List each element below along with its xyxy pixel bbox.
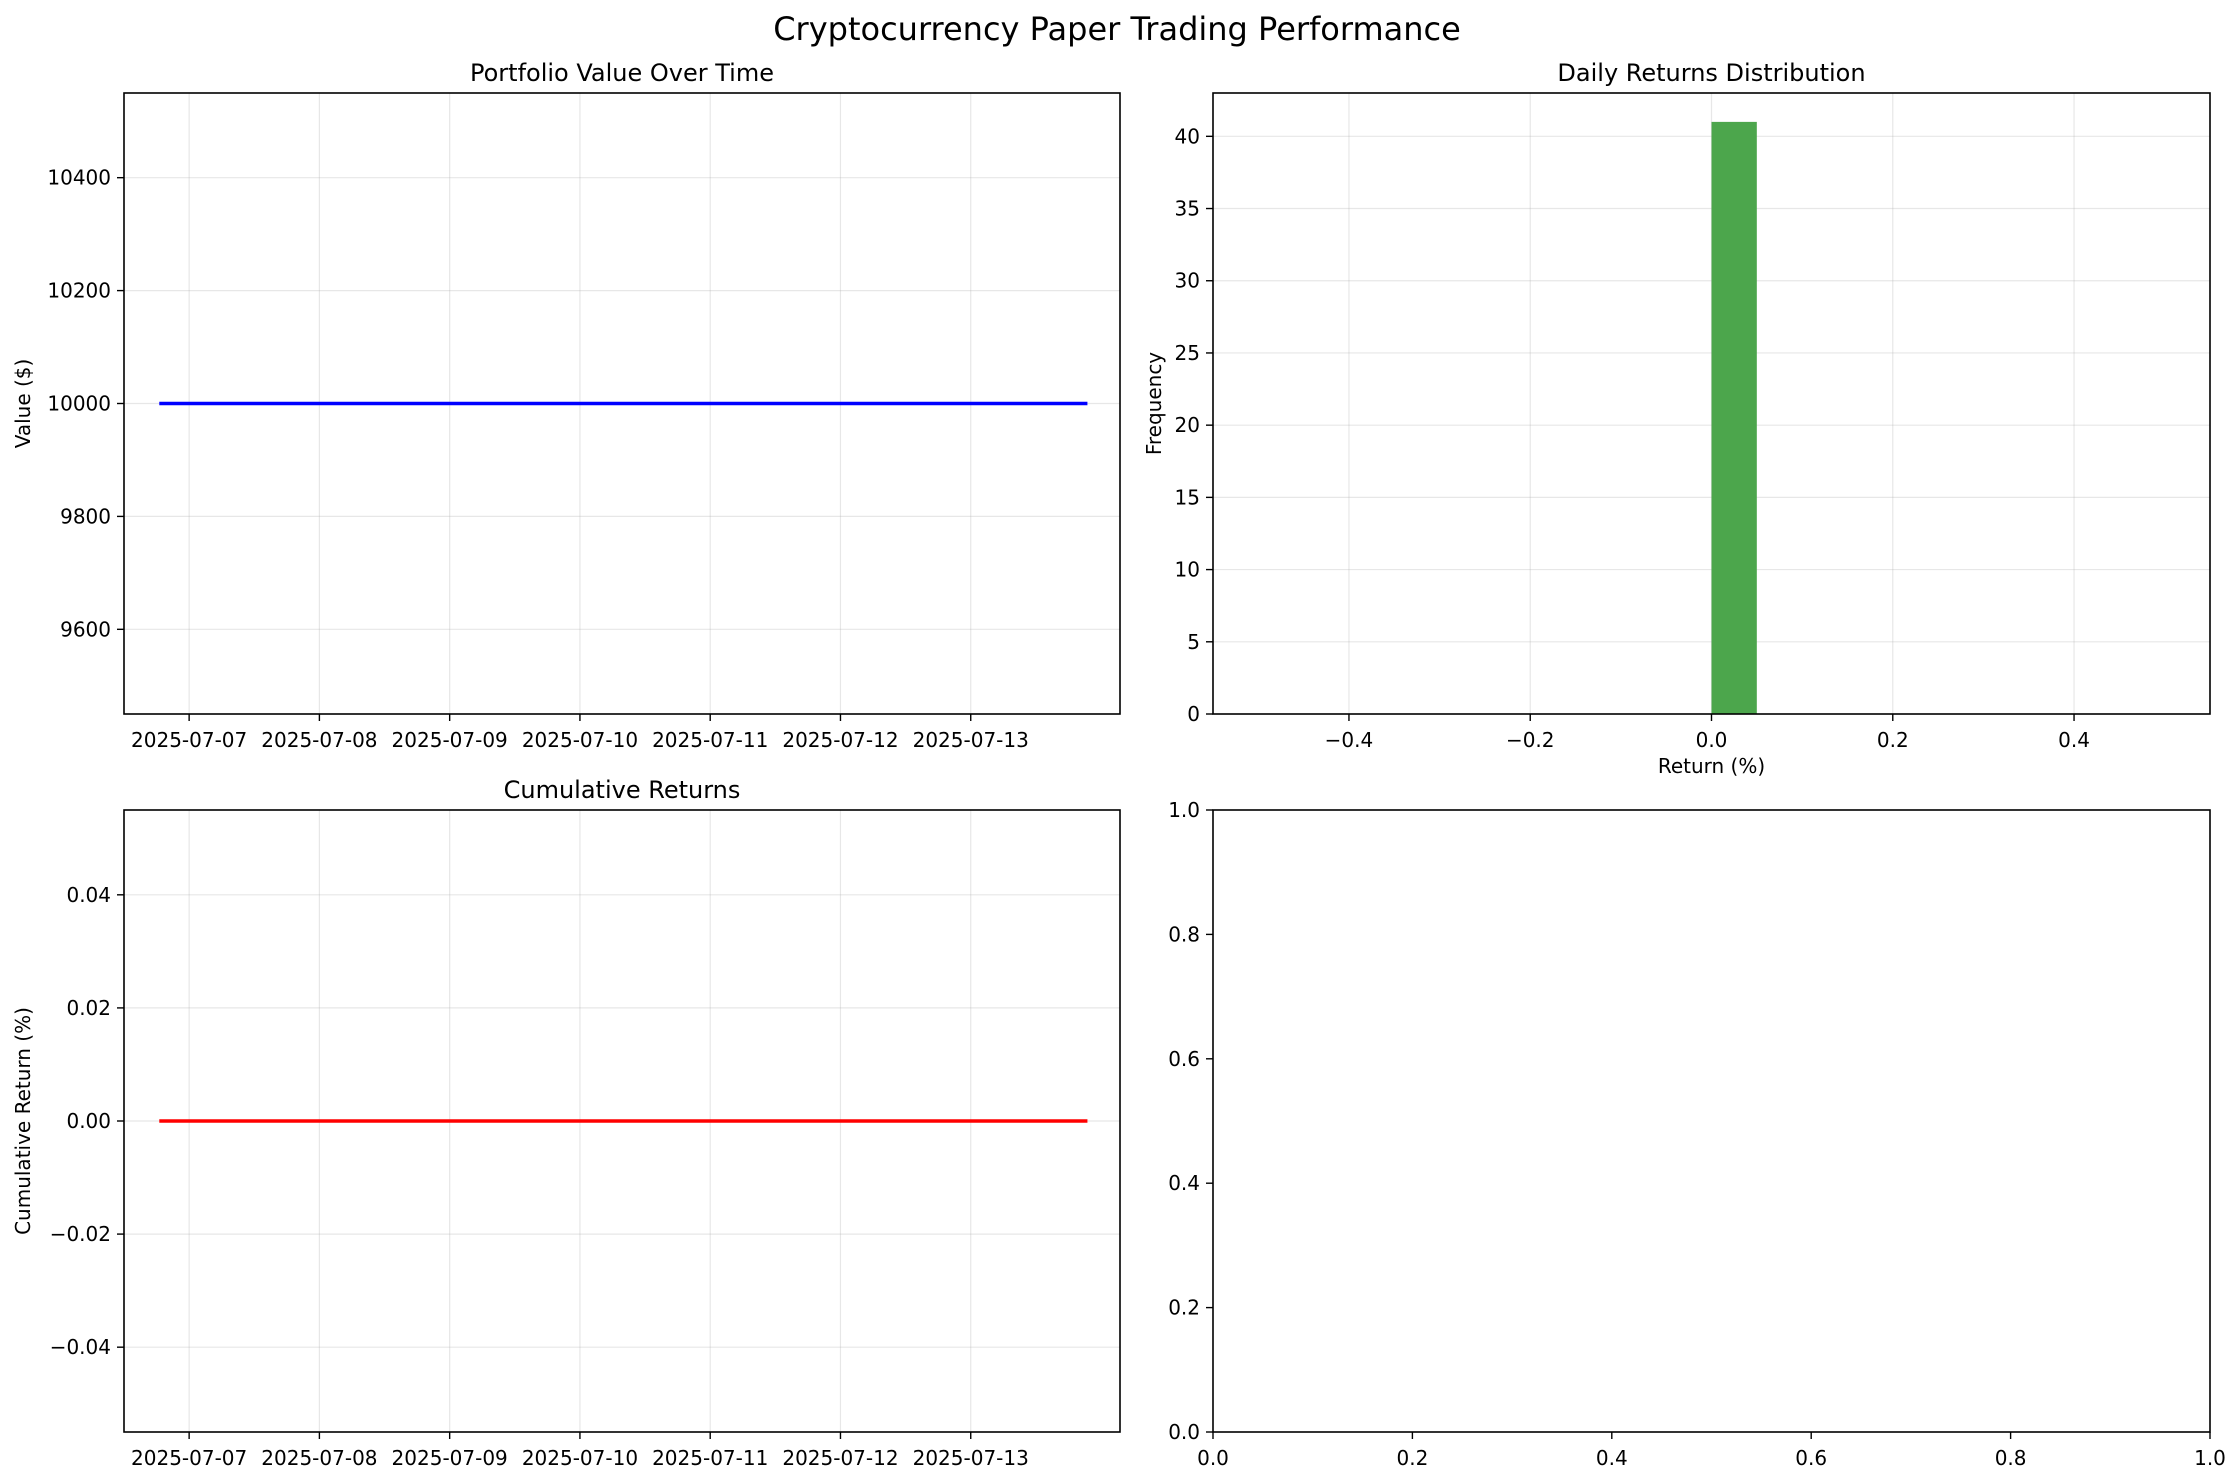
- y-tick-label: 9800: [60, 504, 111, 528]
- x-tick-label: 0.2: [1396, 1446, 1428, 1470]
- x-tick-label: 2025-07-08: [261, 1446, 377, 1470]
- figure-title: Cryptocurrency Paper Trading Performance: [773, 10, 1461, 48]
- y-tick-label: 0.8: [1168, 922, 1200, 946]
- x-tick-label: 2025-07-11: [652, 1446, 768, 1470]
- y-tick-label: 10400: [47, 166, 111, 190]
- x-tick-label: 0.0: [1197, 1446, 1229, 1470]
- y-tick-label: 15: [1175, 485, 1200, 509]
- y-axis-label: Value ($): [11, 359, 35, 449]
- y-axis-label: Frequency: [1142, 352, 1166, 455]
- x-tick-label: 0.6: [1795, 1446, 1827, 1470]
- x-tick-label: 2025-07-09: [392, 1446, 508, 1470]
- y-tick-label: 0.4: [1168, 1171, 1200, 1195]
- x-tick-label: 2025-07-10: [522, 728, 638, 752]
- y-tick-label: 0: [1187, 702, 1200, 726]
- x-tick-label: −0.2: [1506, 728, 1555, 752]
- x-tick-label: 2025-07-12: [782, 1446, 898, 1470]
- subplot-title: Portfolio Value Over Time: [470, 59, 774, 87]
- x-axis-label: Return (%): [1658, 754, 1765, 778]
- y-tick-label: 0.2: [1168, 1296, 1200, 1320]
- x-tick-label: 2025-07-07: [131, 1446, 247, 1470]
- axes-frame: [1212, 809, 2211, 1433]
- y-axis-label: Cumulative Return (%): [11, 1007, 35, 1235]
- y-tick-label: 1.0: [1168, 798, 1200, 822]
- x-tick-label: −0.4: [1325, 728, 1374, 752]
- subplot-title: Cumulative Returns: [504, 776, 741, 804]
- x-tick-label: 2025-07-07: [131, 728, 247, 752]
- y-tick-label: 10: [1175, 558, 1200, 582]
- x-tick-label: 2025-07-12: [782, 728, 898, 752]
- subplot-1: 2025-07-07 2025-07-08 2025-07-09 2025-07-10…: [11, 59, 1121, 752]
- histogram-bar: [1711, 121, 1757, 714]
- x-tick-label: 0.8: [1995, 1446, 2027, 1470]
- y-tick-label: 35: [1175, 197, 1200, 221]
- x-tick-label: 2025-07-10: [522, 1446, 638, 1470]
- y-tick-label: 10000: [47, 392, 111, 416]
- x-tick-label: 2025-07-09: [392, 728, 508, 752]
- y-tick-label: 0.04: [66, 883, 111, 907]
- subplot-3: 2025-07-07 2025-07-08 2025-07-09 2025-07-10…: [11, 776, 1121, 1470]
- x-tick-label: 0.4: [1596, 1446, 1628, 1470]
- y-tick-label: 0.00: [66, 1109, 111, 1133]
- y-tick-label: 25: [1175, 341, 1200, 365]
- y-tick-label: 10200: [47, 279, 111, 303]
- x-tick-label: 2025-07-13: [913, 1446, 1029, 1470]
- x-tick-label: 0.4: [2058, 728, 2090, 752]
- y-tick-label: 9600: [60, 617, 111, 641]
- y-tick-label: 40: [1175, 124, 1200, 148]
- y-tick-label: −0.04: [50, 1335, 111, 1359]
- y-tick-label: 30: [1175, 269, 1200, 293]
- y-tick-label: 0.6: [1168, 1047, 1200, 1071]
- y-tick-label: 5: [1187, 630, 1200, 654]
- subplot-2: −0.4 −0.2 0.0 0.2 0.4 0 5 10 15 20 25 30 35 40 Daily R…: [1142, 59, 2211, 778]
- subplot-title: Daily Returns Distribution: [1557, 59, 1865, 87]
- x-tick-label: 0.2: [1877, 728, 1909, 752]
- x-tick-label: 2025-07-08: [261, 728, 377, 752]
- x-tick-label: 2025-07-13: [913, 728, 1029, 752]
- x-tick-label: 2025-07-11: [652, 728, 768, 752]
- x-tick-label: 0.0: [1696, 728, 1728, 752]
- y-tick-label: −0.02: [50, 1222, 111, 1246]
- y-tick-label: 20: [1175, 413, 1200, 437]
- y-tick-label: 0.0: [1168, 1420, 1200, 1444]
- y-tick-label: 0.02: [66, 996, 111, 1020]
- x-tick-label: 1.0: [2194, 1446, 2226, 1470]
- subplot-4: 0.0 0.2 0.4 0.6 0.8 1.0 0.0 0.2 0.4 0.6 0.8 1.0: [1168, 798, 2226, 1470]
